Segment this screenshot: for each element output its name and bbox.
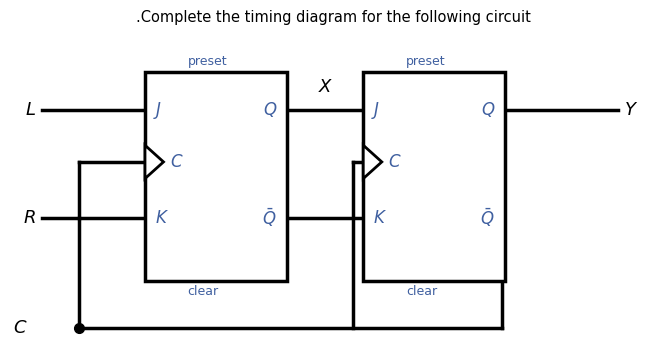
Text: preset: preset [187, 55, 227, 68]
Text: .Complete the timing diagram for the following circuit: .Complete the timing diagram for the fol… [136, 10, 531, 25]
Text: $\bar{Q}$: $\bar{Q}$ [480, 207, 495, 229]
Text: Q: Q [482, 101, 495, 119]
Text: X: X [319, 78, 331, 96]
Text: K: K [374, 209, 385, 227]
Text: clear: clear [406, 285, 437, 298]
Text: K: K [155, 209, 167, 227]
Text: J: J [155, 101, 161, 119]
Bar [364, 72, 506, 281]
Bar [145, 72, 287, 281]
Text: Y: Y [624, 101, 636, 119]
Polygon shape [145, 145, 163, 179]
Text: C: C [388, 153, 400, 171]
Text: J: J [374, 101, 379, 119]
Polygon shape [364, 145, 382, 179]
Text: C: C [170, 153, 181, 171]
Text: R: R [23, 209, 36, 227]
Text: Q: Q [263, 101, 277, 119]
Text: C: C [13, 319, 26, 337]
Text: preset: preset [406, 55, 446, 68]
Text: L: L [26, 101, 36, 119]
Text: $\bar{Q}$: $\bar{Q}$ [262, 207, 277, 229]
Text: clear: clear [187, 285, 219, 298]
